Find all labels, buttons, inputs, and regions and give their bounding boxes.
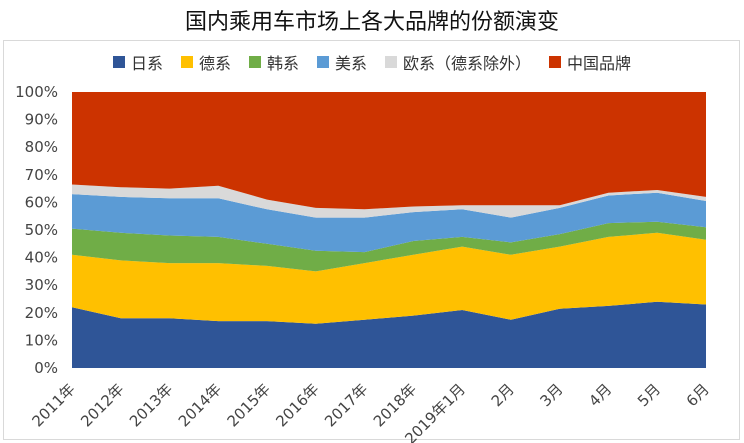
legend-label: 德系 <box>198 54 231 73</box>
x-tick-label: 2月 <box>488 380 518 410</box>
area-series <box>72 301 706 368</box>
y-tick-label: 100% <box>15 83 58 101</box>
x-tick-label: 2015年 <box>224 380 274 430</box>
legend-swatch <box>385 56 398 68</box>
legend-label: 日系 <box>130 54 163 73</box>
y-tick-label: 20% <box>25 304 58 322</box>
legend-item: 德系 <box>180 50 231 74</box>
legend-label: 中国品牌 <box>567 54 632 73</box>
legend-label: 韩系 <box>266 54 299 73</box>
x-tick-label: 2017年 <box>321 380 371 430</box>
y-tick-label: 90% <box>25 111 58 129</box>
x-tick-label: 5月 <box>634 380 664 410</box>
legend-swatch <box>112 56 125 68</box>
legend-item: 美系 <box>317 50 367 74</box>
area-series <box>72 184 706 218</box>
area-series <box>72 232 706 324</box>
area-series <box>72 221 706 272</box>
y-tick-label: 30% <box>25 276 58 294</box>
y-tick-label: 0% <box>34 359 58 377</box>
x-tick-label: 3月 <box>536 380 566 410</box>
x-tick-label: 2016年 <box>272 380 322 430</box>
chart-frame <box>3 40 740 440</box>
y-tick-label: 70% <box>25 166 58 184</box>
x-tick-label: 2014年 <box>175 380 225 430</box>
x-tick-label: 4月 <box>585 380 615 410</box>
legend: 日系 德系 韩系 美系 欧系（德系除外） 中国品牌 <box>0 50 744 74</box>
x-tick-label: 2012年 <box>77 380 127 430</box>
legend-swatch <box>549 56 562 68</box>
y-tick-label: 60% <box>25 193 58 211</box>
y-tick-label: 80% <box>25 138 58 156</box>
legend-swatch <box>248 56 261 68</box>
legend-item: 欧系（德系除外） <box>385 50 531 74</box>
y-tick-label: 40% <box>25 249 58 267</box>
chart-title: 国内乘用车市场上各大品牌的份额演变 <box>184 10 559 35</box>
legend-item: 中国品牌 <box>549 50 631 74</box>
legend-label: 欧系（德系除外） <box>403 54 532 73</box>
area-series <box>72 92 706 210</box>
x-tick-label: 6月 <box>683 380 713 410</box>
legend-item: 韩系 <box>248 50 299 74</box>
y-tick-label: 10% <box>25 331 58 349</box>
legend-item: 日系 <box>112 50 163 74</box>
area-series <box>72 192 706 253</box>
legend-label: 美系 <box>335 54 368 73</box>
legend-swatch <box>180 56 193 68</box>
legend-swatch <box>317 56 329 68</box>
y-tick-label: 50% <box>25 221 58 239</box>
x-tick-label: 2013年 <box>126 380 176 430</box>
x-tick-label: 2011年 <box>28 380 78 430</box>
